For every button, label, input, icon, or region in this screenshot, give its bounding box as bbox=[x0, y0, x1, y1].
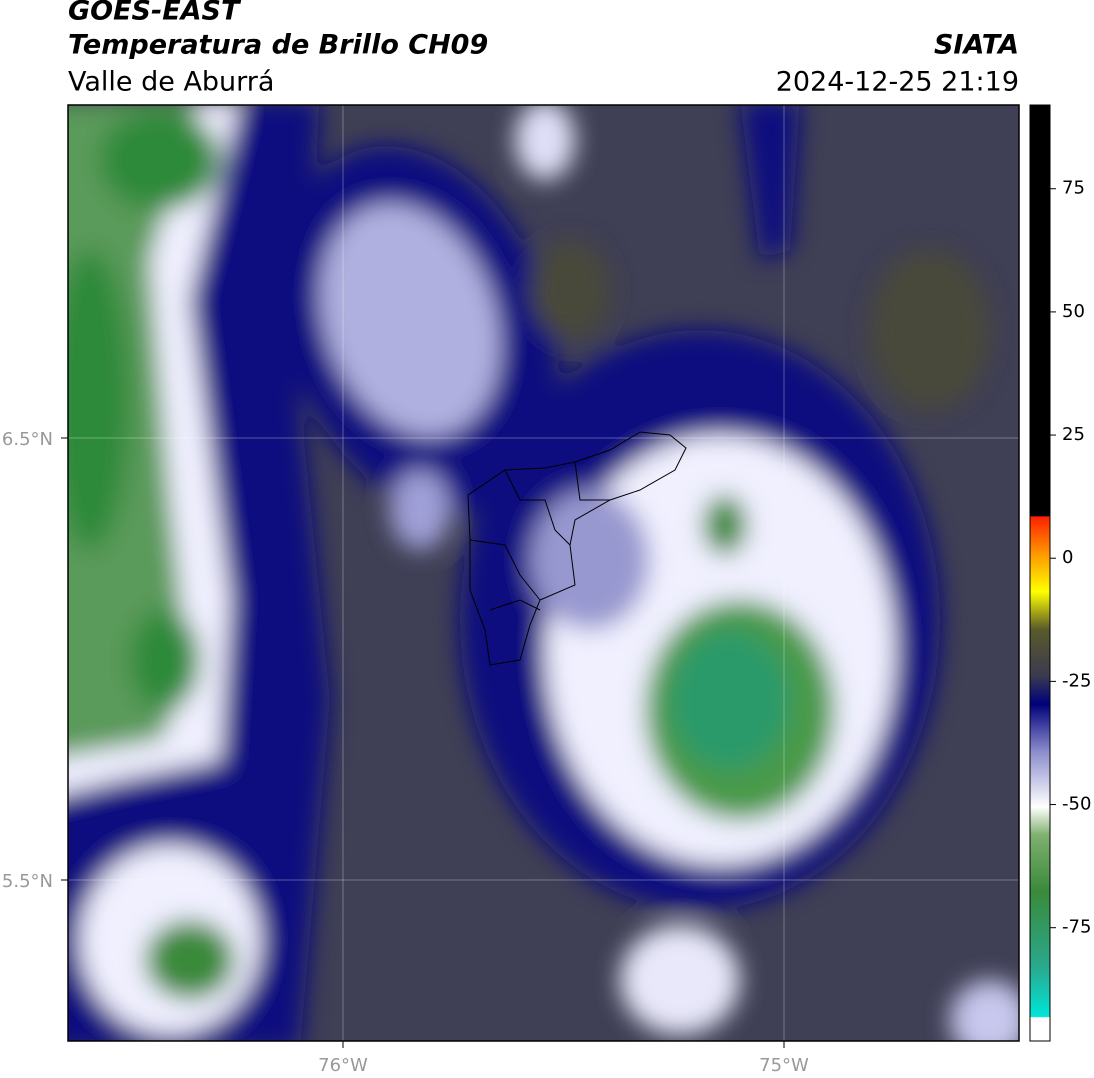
lon-label: 75°W bbox=[759, 1055, 809, 1076]
lat-label: 6.5°N bbox=[2, 429, 53, 450]
satellite: GOES-EAST bbox=[68, 0, 242, 27]
municipal-boundaries bbox=[467, 431, 687, 666]
lon-label: 76°W bbox=[318, 1055, 368, 1076]
lat-label: 5.5°N bbox=[2, 871, 53, 892]
colorbar-tick-label: 25 bbox=[1062, 424, 1085, 445]
map-frame bbox=[67, 104, 1020, 1042]
colorbar-tick-label: 0 bbox=[1062, 547, 1073, 568]
source: SIATA bbox=[934, 30, 1019, 61]
colorbar-tick-label: -75 bbox=[1062, 917, 1091, 938]
colorbar-tick-label: -25 bbox=[1062, 670, 1091, 691]
satellite-image bbox=[68, 105, 1019, 1041]
colorbar-tick-label: 75 bbox=[1062, 178, 1085, 199]
product: Temperatura de Brillo CH09 bbox=[68, 30, 488, 61]
colorbar-tick-label: 50 bbox=[1062, 301, 1085, 322]
region: Valle de Aburrá bbox=[68, 67, 274, 98]
datetime: 2024-12-25 21:19 bbox=[776, 67, 1019, 98]
colorbar bbox=[1029, 104, 1051, 1042]
colorbar-tick-label: -50 bbox=[1062, 794, 1091, 815]
graticule bbox=[68, 105, 1019, 1041]
